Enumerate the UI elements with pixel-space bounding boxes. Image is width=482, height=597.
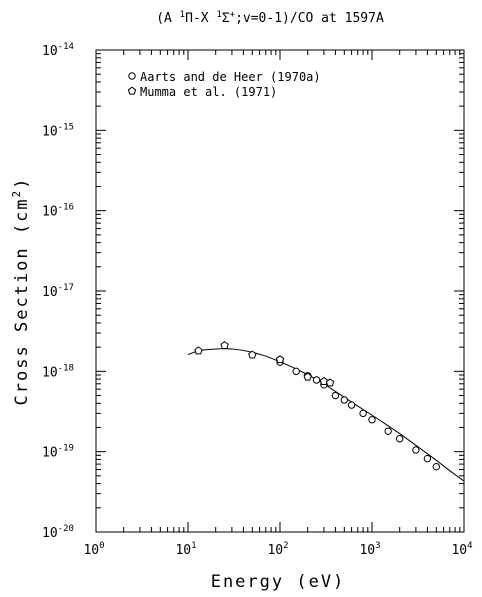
fit-curve — [187, 348, 465, 482]
major-ticks — [95, 49, 465, 533]
series-0 — [276, 358, 441, 471]
series-points — [194, 341, 441, 471]
data-point-pentagon — [325, 378, 335, 387]
legend-symbol — [128, 72, 136, 80]
y-tick-label: 10-17 — [42, 283, 74, 300]
data-point-circle — [423, 454, 432, 463]
data-point-pentagon — [194, 346, 203, 355]
data-point-circle — [412, 446, 420, 454]
data-point-pentagon — [220, 341, 229, 350]
data-point-circle — [312, 376, 321, 384]
x-axis-label: Energy (eV) — [211, 572, 346, 592]
x-tick-label: 104 — [451, 541, 472, 558]
data-point-circle — [432, 462, 441, 471]
legend-label-aarts: Aarts and de Heer (1970a) — [140, 70, 321, 84]
x-tick-label: 100 — [83, 541, 104, 558]
data-point-circle — [347, 401, 356, 409]
data-point-circle — [368, 415, 376, 424]
plot-frame — [95, 49, 465, 533]
data-point-pentagon — [319, 376, 329, 385]
data-point-circle — [292, 367, 300, 376]
y-tick-label: 10-20 — [42, 524, 74, 541]
legend-label-mumma: Mumma et al. (1971) — [140, 85, 277, 99]
y-tick-label: 10-19 — [42, 444, 74, 461]
data-point-circle — [384, 427, 392, 435]
x-tick-label: 101 — [175, 541, 196, 558]
y-tick-labels: 10-20 10-19 10-18 10-17 10-16 10-15 10-14 — [42, 42, 74, 541]
x-tick-label: 103 — [359, 541, 380, 558]
y-axis-label: Cross Section (cm2) — [10, 177, 32, 406]
y-tick-label: 10-18 — [42, 363, 74, 380]
chart-title: (A 1Π-X 1Σ+;v=0-1)/CO at 1597A — [156, 10, 384, 26]
x-tick-labels: 100 101 102 103 104 — [83, 541, 472, 558]
data-point-pentagon — [248, 350, 257, 359]
minor-ticks — [96, 50, 464, 532]
y-tick-label: 10-15 — [42, 122, 74, 139]
data-point-circle — [359, 409, 367, 418]
legend-marker-aarts — [128, 72, 136, 80]
data-point-pentagon — [275, 355, 285, 364]
y-tick-label: 10-14 — [42, 42, 74, 59]
data-point-circle — [331, 391, 340, 400]
legend-marker-mumma — [127, 86, 137, 95]
data-point-pentagon — [303, 372, 312, 381]
y-tick-label: 10-16 — [42, 203, 74, 220]
x-tick-label: 102 — [267, 541, 288, 558]
data-point-circle — [395, 435, 404, 443]
series-1 — [194, 341, 335, 387]
data-point-circle — [340, 396, 349, 404]
legend: Aarts and de Heer (1970a) Mumma et al. (… — [127, 70, 321, 99]
legend-symbol — [127, 86, 137, 95]
